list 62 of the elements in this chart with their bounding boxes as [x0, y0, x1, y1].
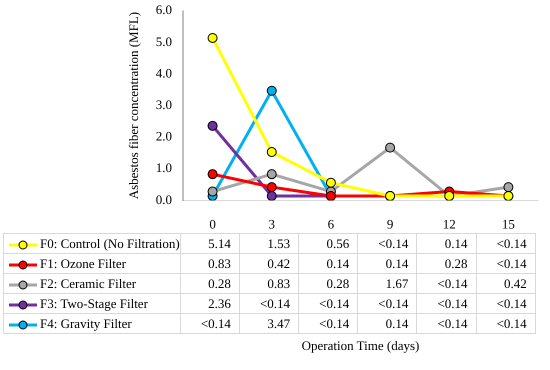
data-label: 0.28 [416, 254, 476, 274]
point [208, 186, 218, 197]
y-tick-label: 5.0 [156, 34, 172, 49]
data-label: 0.28 [180, 274, 240, 294]
x-tick-label: 12 [442, 216, 456, 232]
point [266, 182, 277, 192]
data-label: <0.14 [180, 314, 240, 334]
data-label: 0.42 [476, 274, 536, 294]
x-tick-label: 3 [268, 216, 275, 232]
data-label: 5.14 [180, 234, 240, 254]
point [208, 120, 218, 131]
text: <0.14 [496, 316, 527, 330]
data-label: <0.14 [358, 234, 417, 254]
y-tick-label: 6.0 [156, 2, 172, 18]
data-label: 0.28 [298, 274, 358, 294]
legend-label: F3: Two-Stage Filter [4, 294, 180, 314]
data-label: <0.14 [298, 314, 358, 334]
data-label: 0.14 [416, 234, 476, 254]
point [266, 86, 277, 96]
point [385, 142, 396, 153]
x-tick-label: 6 [328, 216, 335, 232]
data-label: <0.14 [358, 294, 417, 314]
y-tick-label: 4.0 [156, 65, 172, 80]
data-label: 1.53 [239, 234, 299, 254]
data-label: <0.14 [476, 234, 536, 254]
legend-label: F2: Ceramic Filter [4, 274, 180, 294]
data-label: <0.14 [476, 254, 536, 274]
data-label: 2.36 [180, 294, 240, 314]
data-label: 3.47 [239, 314, 299, 334]
x-tick-label: 15 [502, 216, 515, 232]
point [503, 182, 514, 192]
y-axis-title: Asbestos fiber concentration (MFL) [126, 12, 142, 200]
data-label: <0.14 [239, 294, 299, 314]
y-tick-label: 2.0 [156, 128, 172, 144]
data-label: <0.14 [298, 294, 358, 314]
legend-label: F4: Gravity Filter [4, 314, 180, 334]
data-label: 0.83 [239, 274, 299, 294]
data-label: 0.14 [298, 254, 358, 274]
legend-label: F0: Control (No Filtration) [4, 234, 180, 254]
legend-label: F1: Ozone Filter [4, 254, 180, 274]
point [208, 32, 218, 43]
data-label: 0.14 [358, 254, 417, 274]
x-tick-label: 9 [386, 216, 394, 232]
point [266, 169, 277, 180]
data-label: <0.14 [416, 274, 476, 294]
data-label: 0.83 [180, 254, 240, 274]
y-tick-label: 3.0 [156, 97, 172, 112]
data-label: 0.56 [298, 234, 358, 254]
data-label: 0.42 [239, 254, 299, 274]
text: <0.14 [496, 296, 527, 310]
text: <0.14 [437, 296, 468, 310]
point [326, 178, 336, 188]
point [266, 147, 277, 158]
y-tick-label: 0.0 [156, 192, 172, 207]
data-label: 0.14 [358, 314, 417, 334]
text: <0.14 [437, 316, 468, 330]
point [266, 190, 277, 200]
data-label: 1.67 [358, 274, 417, 294]
y-tick-label: 1.0 [156, 160, 172, 176]
point [208, 169, 218, 180]
text: Operation Time (days) [300, 338, 420, 354]
x-tick-label: 0 [209, 216, 216, 232]
